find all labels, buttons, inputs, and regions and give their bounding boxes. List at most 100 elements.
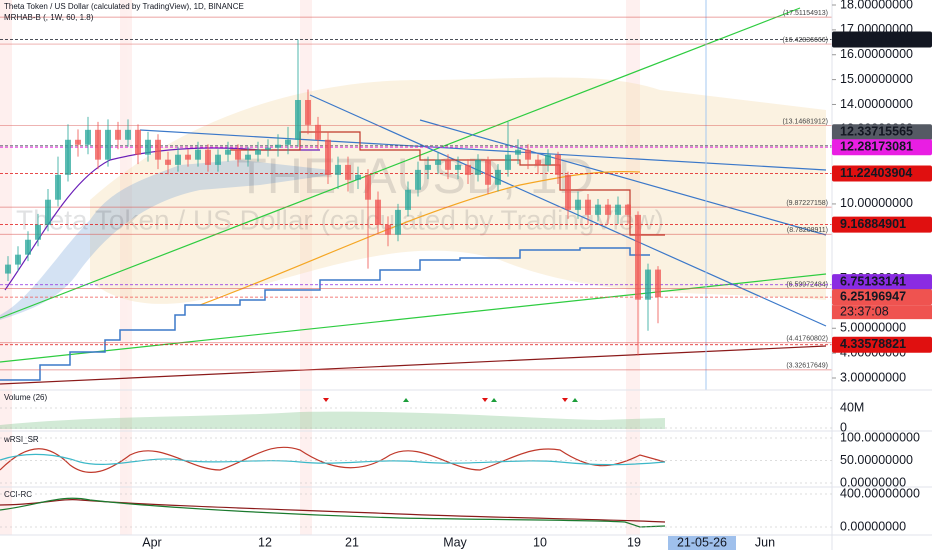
- price-label: 9.16884901: [840, 217, 906, 231]
- candle: [635, 211, 641, 356]
- blue-cloud: [0, 160, 330, 320]
- candle: [65, 124, 71, 182]
- candle: [605, 198, 611, 224]
- candle-body: [285, 139, 291, 145]
- candle: [25, 231, 31, 262]
- candle-body: [655, 269, 661, 298]
- candle-body: [585, 199, 591, 215]
- candle-body: [215, 154, 221, 165]
- volume-tick-label: 40M: [840, 400, 864, 414]
- candle-body: [425, 164, 431, 170]
- candle-body: [15, 254, 21, 265]
- price-label: 4.33578821: [840, 337, 906, 351]
- volume-title: Volume (26): [4, 393, 47, 402]
- candle-body: [535, 159, 541, 165]
- price-label-box: [832, 165, 932, 182]
- candle: [105, 119, 111, 167]
- candle-body: [635, 214, 641, 300]
- candle-body: [575, 199, 581, 210]
- candle-body: [75, 139, 81, 145]
- candle-body: [195, 149, 201, 160]
- candle-body: [295, 99, 301, 140]
- candle-body: [625, 204, 631, 215]
- candle-body: [335, 164, 341, 175]
- candle: [425, 156, 431, 180]
- wrsi-title: wRSI_SR: [3, 435, 39, 444]
- candle-body: [5, 264, 11, 274]
- candle: [365, 169, 371, 269]
- candle: [75, 129, 81, 157]
- candle: [165, 151, 171, 175]
- candle-body: [405, 189, 411, 210]
- candle: [125, 119, 131, 147]
- candle: [615, 196, 621, 224]
- price-label: 6.25196947: [840, 289, 906, 303]
- price-label-box: [832, 336, 932, 353]
- candle-body: [605, 204, 611, 215]
- time-cursor-box: [668, 536, 736, 550]
- level-label: (9.87227158): [786, 200, 828, 207]
- candle-body: [395, 209, 401, 235]
- price-tick-label: 18.00000000: [840, 0, 913, 11]
- indicator-title: MRHAB-B (, 1W, 60, 1.8): [4, 13, 94, 22]
- candle: [345, 156, 351, 192]
- candle-body: [495, 169, 501, 185]
- candle: [235, 144, 241, 167]
- price-label-box: [832, 124, 932, 141]
- candle: [325, 131, 331, 185]
- candle-body: [615, 204, 621, 215]
- price-tick-label: 15.00000000: [840, 72, 913, 86]
- candle-body: [55, 174, 61, 200]
- cci-tick-label: 0.00000000: [840, 519, 906, 533]
- candle-body: [315, 124, 321, 140]
- candle-body: [475, 159, 481, 175]
- candle: [185, 149, 191, 167]
- time-cursor: 21-05-26: [677, 535, 727, 549]
- candle-body: [485, 159, 491, 185]
- candle-body: [265, 147, 271, 150]
- candle-body: [305, 99, 311, 125]
- candle: [315, 116, 321, 150]
- candle: [655, 266, 661, 324]
- volume-area: [0, 411, 665, 429]
- candle-body: [115, 129, 121, 140]
- level-label: (16.42836666): [782, 37, 828, 44]
- candle-body: [185, 154, 191, 160]
- price-tick-label: 5.00000000: [840, 321, 906, 335]
- candle: [265, 139, 271, 157]
- candle-body: [455, 164, 461, 170]
- signal-markers: [323, 398, 568, 402]
- candle: [15, 246, 21, 272]
- candle: [335, 156, 341, 190]
- candle: [285, 126, 291, 155]
- candle: [595, 198, 601, 222]
- candle: [355, 166, 361, 190]
- candle: [545, 149, 551, 172]
- candle: [435, 151, 441, 175]
- candle-body: [205, 149, 211, 165]
- candle: [475, 154, 481, 182]
- candle-body: [25, 239, 31, 255]
- price-label: 11.22403904: [840, 166, 912, 180]
- candle-body: [155, 139, 161, 160]
- chart-title: Theta Token / US Dollar (calculated by T…: [4, 2, 244, 11]
- candle: [85, 116, 91, 155]
- candle-body: [375, 199, 381, 225]
- level-label: (8.78208911): [787, 227, 828, 234]
- candle: [575, 191, 581, 219]
- price-label: 6.75133141: [840, 274, 906, 288]
- candle-body: [65, 139, 71, 175]
- time-label: May: [443, 535, 467, 549]
- price-label-box: [832, 216, 932, 233]
- candle-body: [545, 154, 551, 165]
- candle: [175, 146, 181, 172]
- candle: [485, 156, 491, 194]
- cci-line: [0, 499, 666, 523]
- candle-body: [415, 169, 421, 190]
- watermark-name: Theta Token / US Dollar (calculated by T…: [16, 204, 664, 235]
- time-label: 12: [258, 535, 272, 549]
- candle-body: [225, 149, 231, 155]
- level-label: (17.51154913): [783, 10, 828, 17]
- candle-body: [345, 164, 351, 180]
